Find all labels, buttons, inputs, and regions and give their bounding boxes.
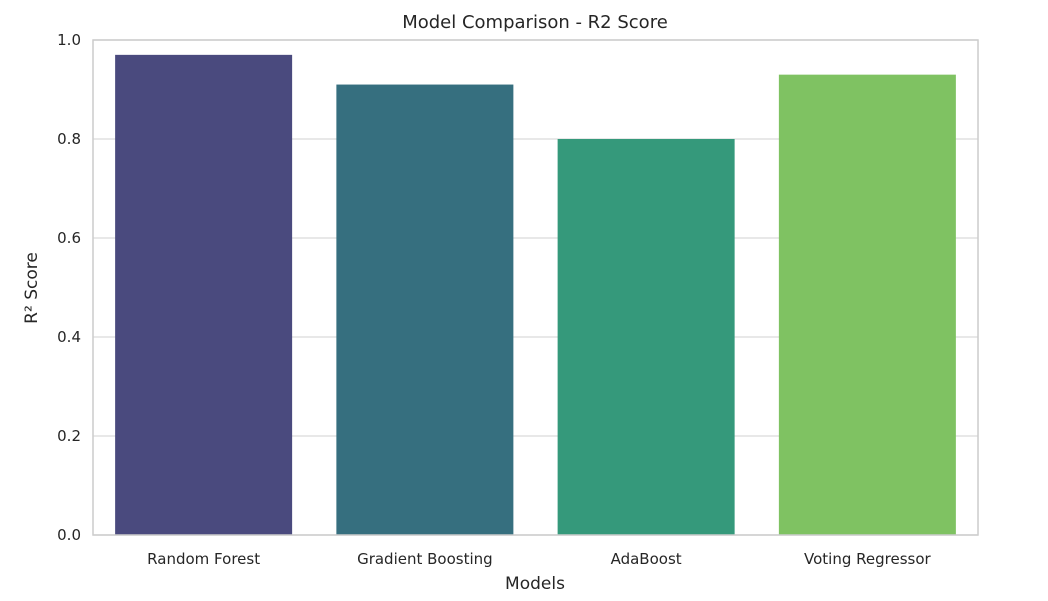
bar-random-forest (115, 54, 293, 535)
y-tick-labels: 0.0 0.2 0.4 0.6 0.8 1.0 (57, 31, 81, 544)
x-tick-labels: Random Forest Gradient Boosting AdaBoost Vo… (147, 550, 931, 568)
y-tick-label: 0.6 (57, 229, 81, 247)
y-tick-label: 0.4 (57, 328, 81, 346)
x-tick-label: Random Forest (147, 550, 260, 568)
x-axis-label: Models (505, 574, 565, 594)
y-tick-label: 0.2 (57, 427, 81, 445)
y-axis-label: R² Score (22, 252, 42, 324)
y-tick-label: 0.8 (57, 130, 81, 148)
chart-title: Model Comparison - R2 Score (402, 12, 668, 33)
x-tick-label: AdaBoost (611, 550, 682, 568)
bars (115, 54, 956, 536)
x-tick-label: Gradient Boosting (357, 550, 493, 568)
bar-voting-regressor (778, 74, 956, 536)
plot-frame (92, 39, 979, 536)
x-tick-label: Voting Regressor (804, 550, 931, 568)
y-tick-label: 1.0 (57, 31, 81, 49)
y-tick-label: 0.0 (57, 526, 81, 544)
bar-gradient-boosting (336, 84, 514, 536)
bar-adaboost (557, 139, 735, 535)
